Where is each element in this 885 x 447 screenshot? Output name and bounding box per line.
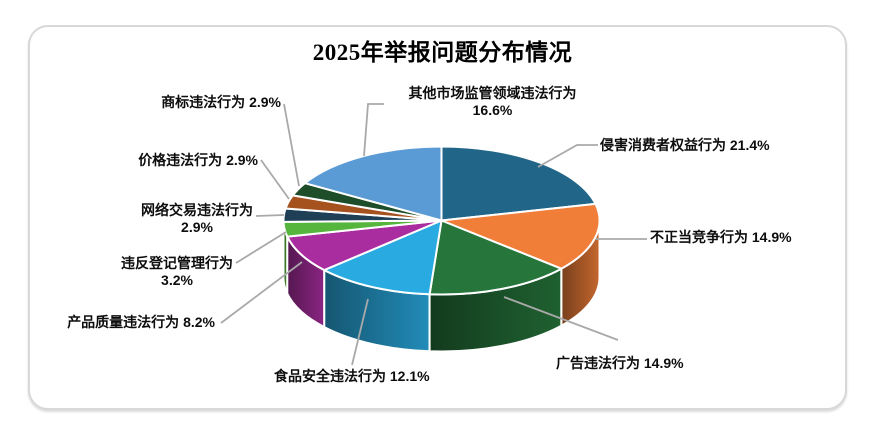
pie-label-5: 违反登记管理行为 3.2% bbox=[121, 255, 233, 288]
pie-label-1: 不正当竞争行为 14.9% bbox=[650, 229, 792, 245]
leader-line-4 bbox=[220, 261, 303, 324]
pie-slice-0[interactable] bbox=[440, 145, 597, 222]
pie-label-0: 侵害消费者权益行为 21.4% bbox=[600, 137, 770, 153]
pie-slice-1[interactable] bbox=[440, 202, 601, 270]
leader-line-9 bbox=[363, 103, 384, 157]
leader-line-8 bbox=[283, 103, 300, 187]
pie-label-8: 商标违法行为 2.9% bbox=[161, 94, 281, 110]
leader-line-2 bbox=[503, 296, 619, 341]
leader-line-3 bbox=[351, 298, 369, 366]
leader-line-6 bbox=[255, 214, 285, 217]
pie-label-2: 广告违法行为 14.9% bbox=[556, 355, 684, 371]
pie-slice-2[interactable] bbox=[428, 219, 563, 296]
pie-slice-3[interactable] bbox=[323, 219, 443, 296]
pie-label-3: 食品安全违法行为 12.1% bbox=[274, 368, 430, 384]
chart-title: 2025年举报问题分布情况 bbox=[312, 40, 573, 65]
pie-label-6: 网络交易违法行为 2.9% bbox=[141, 202, 253, 235]
pie-slice-9[interactable] bbox=[304, 145, 443, 222]
pie-label-9: 其他市场监管领域违法行为 16.6% bbox=[408, 85, 577, 118]
pie-label-4: 产品质量违法行为 8.2% bbox=[67, 314, 215, 330]
leader-line-5 bbox=[235, 231, 287, 264]
leader-line-7 bbox=[260, 159, 290, 200]
pie-label-7: 价格违法行为 2.9% bbox=[138, 152, 258, 168]
leader-line-0 bbox=[537, 144, 598, 168]
